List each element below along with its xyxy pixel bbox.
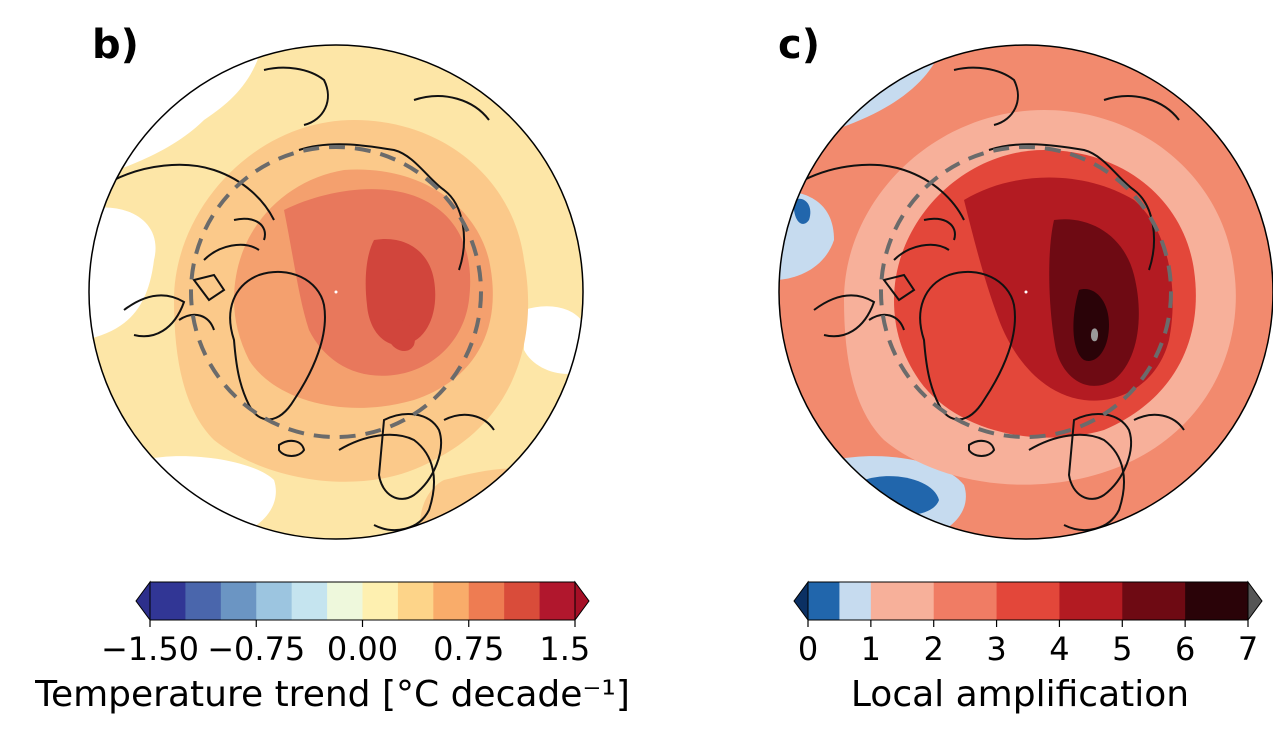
colorbar-temperature-trend: −1.50−0.75 0.00 0.75 1.50 [101, 580, 590, 668]
colorbar-swatch [256, 582, 293, 620]
colorbar-tick-label: 2 [924, 630, 944, 668]
colorbar-swatch [808, 582, 840, 620]
canadian-archipelago-coastline [178, 217, 266, 331]
trend-contour-1-35 [365, 239, 436, 346]
colorbar-extend-max [574, 580, 590, 622]
north-pole-marker [334, 290, 338, 294]
colorbar-swatch [468, 582, 505, 620]
colorbar-swatch [433, 582, 470, 620]
trend-patch-near-zero [124, 456, 276, 539]
colorbar-tick-label: 4 [1049, 630, 1069, 668]
colorbar-title-b: Temperature trend [°C decade⁻¹] [35, 674, 630, 715]
iceland-coastline [968, 439, 996, 457]
colorbar-swatch [1122, 582, 1186, 620]
greenland-coastline [919, 270, 1016, 421]
colorbar-swatch [1059, 582, 1123, 620]
map-border-c [778, 44, 1273, 540]
panel-label-c: c) [778, 22, 820, 68]
colorbar-outline [807, 581, 1249, 621]
colorbar-tick-label: 1.50 [539, 630, 590, 668]
north-america-coastline [803, 163, 965, 338]
trend-patch-near-zero [524, 306, 583, 374]
iceland-coastline [278, 439, 306, 457]
alaska-coastline [953, 66, 1019, 126]
colorbar-swatch [185, 582, 222, 620]
coastlines-b [113, 66, 495, 531]
colorbar-extend-max [1247, 580, 1263, 622]
canadian-archipelago-coastline [868, 217, 956, 331]
colorbar-swatch [504, 582, 541, 620]
north-pole-marker [1024, 290, 1028, 294]
colorbar-swatch [327, 582, 363, 620]
coastlines-c [803, 66, 1185, 531]
colorbar-tick-label: 1 [861, 630, 881, 668]
north-america-coastline [113, 163, 275, 338]
colorbar-swatch [150, 582, 186, 620]
colorbar-swatch [362, 582, 399, 620]
colorbar-title-c: Local amplification [850, 674, 1190, 715]
colorbar-extend-min [793, 580, 809, 622]
arctic-circle-c [879, 145, 1173, 439]
temperature-trend-map [88, 44, 584, 540]
colorbar-swatch [291, 582, 328, 620]
colorbar-tick-label: 0.00 [327, 630, 398, 668]
local-amplification-map [778, 44, 1273, 540]
amplification-contour-6-5 [1073, 289, 1109, 361]
colorbar-swatch [1185, 582, 1249, 620]
colorbar-extend-min [135, 580, 151, 622]
trend-contour-1-35 [389, 319, 415, 352]
eurasia-coastline [988, 95, 1185, 531]
colorbar-tick-label: 6 [1175, 630, 1195, 668]
over-range-patch [1090, 328, 1099, 342]
alaska-coastline [263, 66, 329, 126]
colorbar-tick-label: −1.50 [101, 630, 199, 668]
arctic-circle-b [189, 145, 483, 439]
colorbar-tick-label: 0.75 [433, 630, 504, 668]
colorbar-tick-label: 5 [1112, 630, 1132, 668]
amplification-patch-negative [793, 198, 811, 224]
colorbar-swatch [933, 582, 998, 620]
colorbar-tick-label: 7 [1238, 630, 1258, 668]
colorbar-swatch [839, 582, 872, 620]
colorbar-swatch [996, 582, 1060, 620]
colorbar-swatch [397, 582, 434, 620]
map-border-b [88, 44, 584, 540]
colorbar-swatch [539, 582, 576, 620]
colorbar-tick-label: 0 [798, 630, 818, 668]
panel-label-b: b) [92, 22, 139, 68]
eurasia-coastline [298, 95, 495, 531]
colorbar-tick-label: 3 [986, 630, 1006, 668]
trend-patch-near-zero [89, 207, 156, 340]
greenland-coastline [229, 270, 326, 421]
colorbar-tick-label: −0.75 [207, 630, 305, 668]
colorbar-swatch [220, 582, 257, 620]
colorbar-swatch [870, 582, 935, 620]
colorbar-local-amplification: 0 1 2 3 4 5 6 7 [793, 580, 1263, 668]
